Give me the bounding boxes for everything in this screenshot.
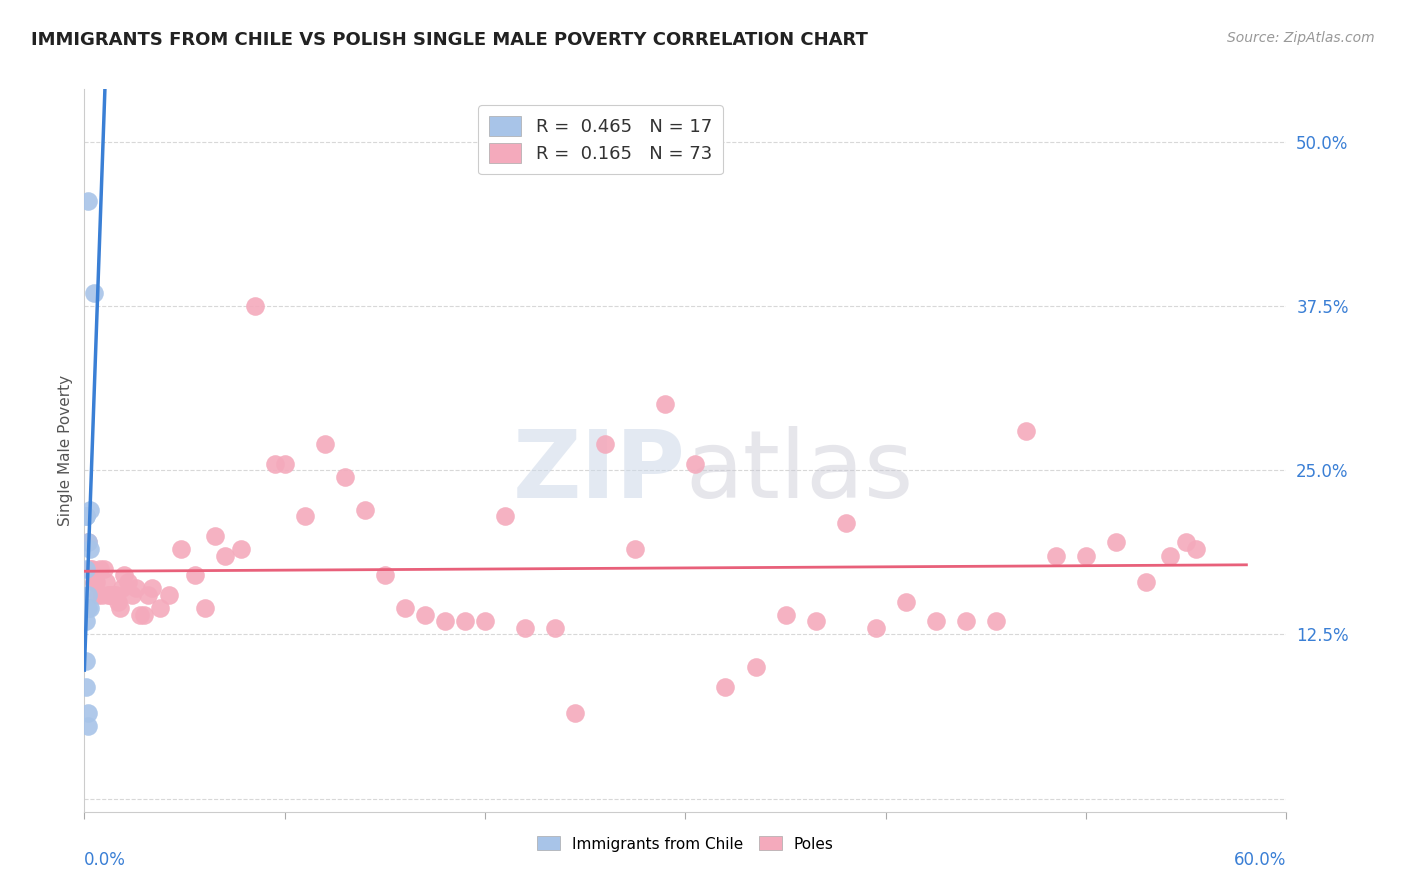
Point xyxy=(624,541,647,556)
Point xyxy=(243,299,266,313)
Point xyxy=(544,621,567,635)
Point xyxy=(105,588,128,602)
Point xyxy=(83,285,105,300)
Point xyxy=(75,509,97,524)
Point xyxy=(149,601,172,615)
Point xyxy=(925,614,948,628)
Point xyxy=(394,601,416,615)
Point xyxy=(294,509,316,524)
Point xyxy=(263,457,285,471)
Point xyxy=(1076,549,1098,563)
Point xyxy=(214,549,236,563)
Point xyxy=(314,437,336,451)
Point xyxy=(1105,535,1128,549)
Point xyxy=(110,601,132,615)
Point xyxy=(91,588,114,602)
Point xyxy=(955,614,977,628)
Point xyxy=(595,437,617,451)
Point xyxy=(714,680,737,694)
Point xyxy=(77,194,100,208)
Text: 0.0%: 0.0% xyxy=(84,852,127,870)
Point xyxy=(75,614,97,628)
Point xyxy=(413,607,436,622)
Point xyxy=(114,568,135,582)
Point xyxy=(100,588,122,602)
Point xyxy=(564,706,586,721)
Point xyxy=(79,562,101,576)
Point xyxy=(121,588,143,602)
Point xyxy=(354,502,377,516)
Text: Source: ZipAtlas.com: Source: ZipAtlas.com xyxy=(1227,31,1375,45)
Point xyxy=(515,621,537,635)
Point xyxy=(77,588,100,602)
Point xyxy=(87,588,110,602)
Point xyxy=(494,509,516,524)
Point xyxy=(744,660,766,674)
Text: ZIP: ZIP xyxy=(513,426,686,518)
Point xyxy=(79,541,101,556)
Point xyxy=(86,574,108,589)
Point xyxy=(79,601,101,615)
Point xyxy=(77,535,100,549)
Point xyxy=(82,562,104,576)
Point xyxy=(894,594,917,608)
Point xyxy=(333,469,356,483)
Point xyxy=(169,541,191,556)
Point xyxy=(454,614,477,628)
Point xyxy=(138,588,160,602)
Point xyxy=(77,706,100,721)
Point xyxy=(101,588,124,602)
Point xyxy=(835,516,858,530)
Point xyxy=(103,588,125,602)
Point xyxy=(654,397,676,411)
Point xyxy=(134,607,156,622)
Point xyxy=(93,562,115,576)
Point xyxy=(97,588,120,602)
Point xyxy=(183,568,205,582)
Text: IMMIGRANTS FROM CHILE VS POLISH SINGLE MALE POVERTY CORRELATION CHART: IMMIGRANTS FROM CHILE VS POLISH SINGLE M… xyxy=(31,31,868,49)
Point xyxy=(1015,424,1038,438)
Point xyxy=(141,582,163,596)
Point xyxy=(129,607,152,622)
Point xyxy=(274,457,297,471)
Legend: Immigrants from Chile, Poles: Immigrants from Chile, Poles xyxy=(533,832,838,856)
Point xyxy=(685,457,707,471)
Point xyxy=(984,614,1007,628)
Point xyxy=(1159,549,1181,563)
Point xyxy=(1135,574,1157,589)
Point xyxy=(83,574,105,589)
Y-axis label: Single Male Poverty: Single Male Poverty xyxy=(58,375,73,526)
Point xyxy=(1185,541,1208,556)
Point xyxy=(117,574,139,589)
Point xyxy=(77,601,100,615)
Point xyxy=(89,562,111,576)
Point xyxy=(804,614,827,628)
Point xyxy=(75,562,97,576)
Point xyxy=(75,680,97,694)
Point xyxy=(157,588,180,602)
Point xyxy=(107,594,129,608)
Point xyxy=(96,574,118,589)
Point xyxy=(111,582,134,596)
Point xyxy=(204,529,226,543)
Point xyxy=(75,654,97,668)
Point xyxy=(1175,535,1198,549)
Point xyxy=(194,601,217,615)
Point xyxy=(75,601,97,615)
Point xyxy=(75,509,97,524)
Point xyxy=(434,614,457,628)
Point xyxy=(229,541,252,556)
Point xyxy=(125,582,148,596)
Point xyxy=(1045,549,1067,563)
Point xyxy=(474,614,496,628)
Point xyxy=(77,719,100,733)
Point xyxy=(77,535,100,549)
Text: 60.0%: 60.0% xyxy=(1234,852,1286,870)
Point xyxy=(775,607,797,622)
Point xyxy=(79,502,101,516)
Text: atlas: atlas xyxy=(686,426,914,518)
Point xyxy=(865,621,887,635)
Point xyxy=(374,568,396,582)
